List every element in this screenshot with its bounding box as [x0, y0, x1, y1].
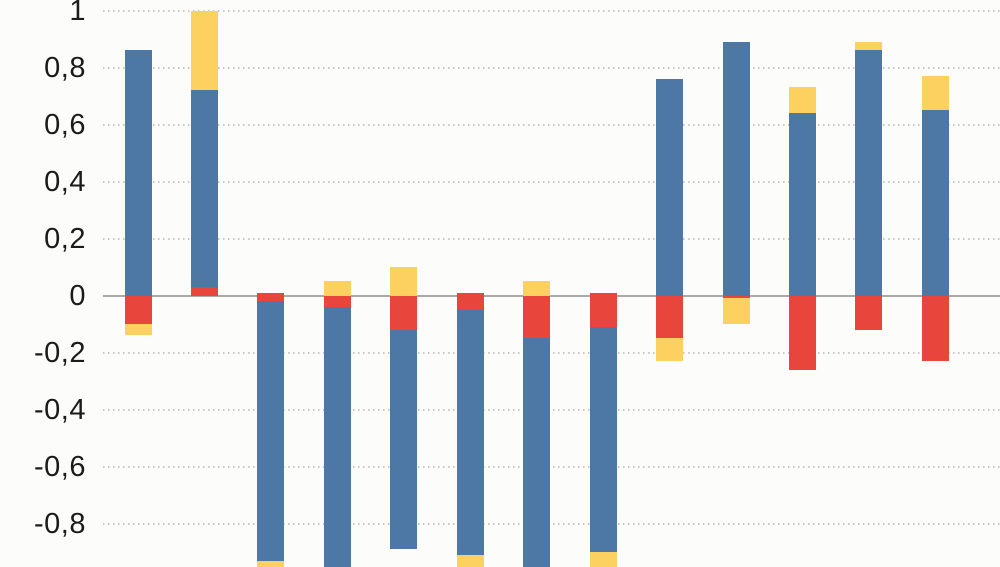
bar-13-segment-red — [922, 296, 949, 361]
bar-13-segment-yellow — [922, 76, 949, 110]
y-gridline-0,2 — [103, 238, 1000, 240]
bar-3-segment-blue — [257, 301, 284, 561]
bar-4-segment-red — [324, 296, 351, 307]
bar-12-segment-yellow — [855, 42, 882, 50]
y-axis-tick-label: 0,2 — [44, 223, 86, 255]
y-axis-tick-label: 0,8 — [44, 52, 86, 84]
bar-12-segment-red — [855, 296, 882, 330]
y-axis-tick-label: -0,8 — [34, 508, 86, 540]
bar-8-segment-blue — [590, 327, 617, 552]
bar-9-segment-yellow — [656, 338, 683, 361]
y-gridline--0,8 — [103, 523, 1000, 525]
y-axis-tick-label: 0,4 — [44, 166, 86, 198]
y-gridline-0,6 — [103, 124, 1000, 126]
bar-5-segment-red — [390, 296, 417, 330]
y-axis-tick-label: -0,2 — [34, 337, 86, 369]
bar-1-segment-red — [125, 296, 152, 324]
bar-10-segment-yellow — [723, 298, 750, 324]
y-axis-tick-label: 0,6 — [44, 109, 86, 141]
bar-2-segment-blue — [191, 90, 218, 287]
bar-6-segment-red — [457, 293, 484, 310]
y-axis-tick-label: -0,6 — [34, 451, 86, 483]
bar-11-segment-red — [789, 296, 816, 370]
y-gridline-1 — [103, 10, 1000, 12]
bar-9-segment-red — [656, 296, 683, 338]
bar-1-segment-yellow — [125, 324, 152, 335]
bar-6-segment-blue — [457, 310, 484, 555]
bar-7-segment-yellow — [523, 281, 550, 296]
bar-7-segment-red — [523, 296, 550, 338]
y-axis-tick-label: 1 — [69, 0, 86, 27]
y-axis-tick-label: 0 — [69, 280, 86, 312]
bar-3-segment-yellow — [257, 561, 284, 567]
bar-10-segment-red — [723, 296, 750, 298]
bar-1-segment-blue — [125, 50, 152, 296]
bar-8-segment-red — [590, 293, 617, 327]
bar-11-segment-yellow — [789, 87, 816, 113]
bar-2-segment-red — [191, 287, 218, 296]
bar-12-segment-blue — [855, 50, 882, 296]
bar-10-segment-blue — [723, 42, 750, 296]
bar-6-segment-yellow — [457, 555, 484, 567]
bar-9-segment-blue — [656, 79, 683, 296]
bar-13-segment-blue — [922, 110, 949, 296]
bar-4-segment-yellow — [324, 281, 351, 296]
zero-line — [103, 295, 1000, 297]
bar-5-segment-blue — [390, 330, 417, 549]
y-gridline-0,8 — [103, 67, 1000, 69]
y-axis-tick-label: -0,4 — [34, 394, 86, 426]
bar-11-segment-blue — [789, 113, 816, 296]
bar-7-segment-blue — [523, 338, 550, 567]
y-gridline--0,4 — [103, 409, 1000, 411]
y-gridline-0,4 — [103, 181, 1000, 183]
y-gridline--0,6 — [103, 466, 1000, 468]
bar-3-segment-red — [257, 293, 284, 301]
bar-4-segment-blue — [324, 307, 351, 567]
bar-2-segment-yellow — [191, 11, 218, 90]
bar-8-segment-yellow — [590, 552, 617, 567]
y-gridline--0,2 — [103, 352, 1000, 354]
bar-5-segment-yellow — [390, 267, 417, 296]
